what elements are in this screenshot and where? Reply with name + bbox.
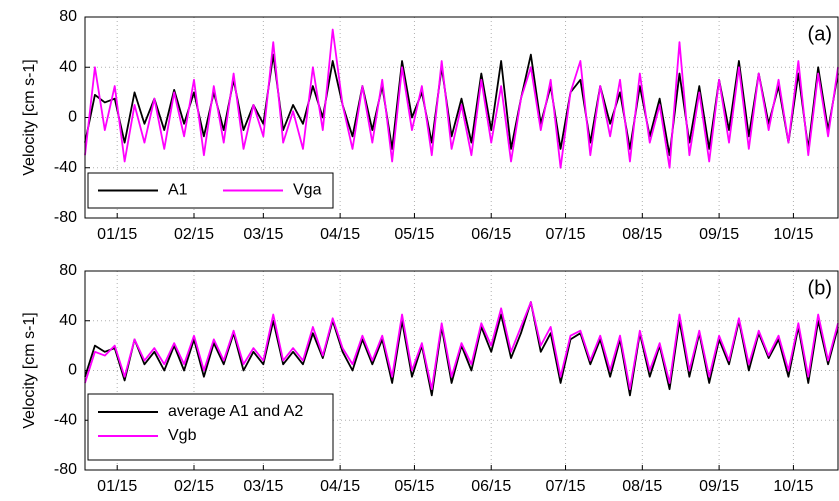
x-tick-label: 08/15 (622, 478, 662, 495)
x-tick-label: 06/15 (471, 478, 511, 495)
y-tick-label: -80 (54, 461, 77, 478)
x-tick-label: 03/15 (243, 478, 283, 495)
series-line (84, 28, 839, 169)
y-tick-label: -40 (54, 411, 77, 428)
plot-frame (84, 270, 839, 471)
y-tick-label: 80 (59, 8, 77, 25)
x-tick-label: 09/15 (699, 478, 739, 495)
legend-label: average A1 and A2 (168, 403, 303, 420)
panel-label: (b) (808, 277, 832, 299)
x-tick-label: 05/15 (394, 478, 434, 495)
y-tick-label: 40 (59, 58, 77, 75)
x-tick-label: 08/15 (622, 226, 662, 243)
legend-box (87, 393, 334, 461)
y-tick-label: -80 (54, 209, 77, 226)
x-tick-label: 10/15 (773, 478, 813, 495)
x-tick-label: 04/15 (320, 226, 360, 243)
x-tick-label: 04/15 (320, 478, 360, 495)
y-tick-label: 0 (68, 109, 77, 126)
y-tick-label: 0 (68, 362, 77, 379)
plot-frame (84, 16, 839, 219)
y-axis-label: Velocity [cm s-1] (21, 59, 38, 175)
x-tick-label: 02/15 (174, 478, 214, 495)
series-line (84, 301, 839, 391)
y-axis-label: Velocity [cm s-1] (21, 312, 38, 428)
x-tick-label: 10/15 (773, 226, 813, 243)
y-tick-label: 80 (59, 262, 77, 279)
x-tick-label: 01/15 (97, 478, 137, 495)
x-tick-label: 07/15 (546, 478, 586, 495)
x-tick-label: 07/15 (546, 226, 586, 243)
y-tick-label: 40 (59, 312, 77, 329)
x-tick-label: 01/15 (97, 226, 137, 243)
x-tick-label: 03/15 (243, 226, 283, 243)
y-tick-label: -40 (54, 159, 77, 176)
legend-label: Vgb (168, 427, 197, 444)
panel-label: (a) (808, 23, 832, 45)
x-tick-label: 05/15 (394, 226, 434, 243)
legend-label: Vga (293, 182, 322, 199)
x-tick-label: 06/15 (471, 226, 511, 243)
x-tick-label: 09/15 (699, 226, 739, 243)
legend-label: A1 (168, 182, 188, 199)
x-tick-label: 02/15 (174, 226, 214, 243)
